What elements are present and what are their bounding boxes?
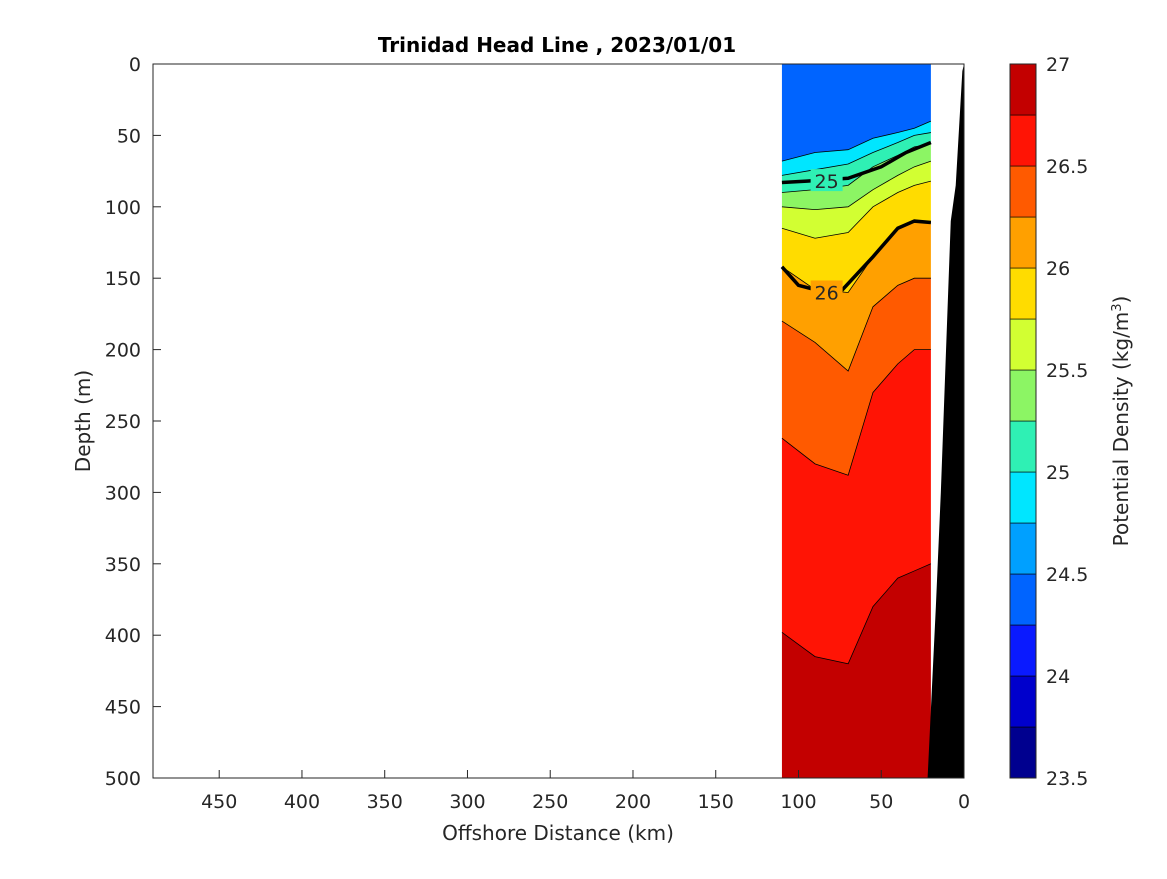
colorbar-swatch — [1009, 726, 1037, 779]
x-tick-label: 400 — [284, 791, 320, 813]
y-axis: 0 50 100 150 200 250 300 350 400 450 500 — [105, 54, 161, 790]
colorbar-swatch — [1009, 420, 1037, 473]
density-band — [781, 278, 931, 476]
colorbar-tick-label: 25.5 — [1046, 360, 1088, 382]
bathymetry-layer — [927, 64, 964, 778]
density-band — [781, 181, 931, 293]
contour-line — [781, 349, 931, 476]
contour-label-layer: 25 26 — [810, 169, 843, 304]
colorbar-swatch — [1009, 369, 1037, 422]
colorbar-tick-label: 23.5 — [1046, 768, 1088, 790]
y-tick-label: 250 — [105, 411, 141, 433]
x-tick-label: 300 — [449, 791, 485, 813]
x-tick-label: 450 — [201, 791, 237, 813]
x-tick-label: 350 — [367, 791, 403, 813]
x-tick-label: 200 — [615, 791, 651, 813]
y-tick-label: 50 — [117, 125, 141, 147]
density-band — [781, 161, 931, 239]
colorbar-tick-label: 26 — [1046, 258, 1070, 280]
colorbar-tick-label: 24.5 — [1046, 564, 1088, 586]
colorbar-tick-label: 27 — [1046, 54, 1070, 76]
colorbar-tick-label: 26.5 — [1046, 156, 1088, 178]
chart-title: Trinidad Head Line , 2023/01/01 — [378, 33, 736, 57]
x-axis: 450 400 350 300 250 200 150 100 50 0 — [201, 770, 970, 813]
colorbar-label: Potential Density (kg/m3) — [1109, 296, 1133, 547]
contour-line — [781, 160, 932, 211]
colorbar-swatch — [1009, 573, 1037, 626]
density-band — [781, 121, 931, 176]
colorbar-label-close: ) — [1109, 296, 1133, 304]
labeled-contour-line — [781, 140, 932, 185]
colorbar-swatch — [1009, 114, 1037, 167]
y-axis-label: Depth (m) — [71, 370, 95, 472]
x-tick-label: 250 — [532, 791, 568, 813]
x-tick-label: 50 — [869, 791, 893, 813]
contour-line — [781, 120, 932, 162]
colorbar-label-superscript: 3 — [1110, 303, 1125, 311]
x-axis-label: Offshore Distance (km) — [442, 821, 674, 845]
colorbar-tick-label: 24 — [1046, 666, 1070, 688]
y-tick-label: 100 — [105, 197, 141, 219]
colorbar-frame — [1009, 63, 1037, 779]
x-tick-label: 100 — [780, 791, 816, 813]
colorbar-label-main: Potential Density (kg/m — [1109, 312, 1133, 547]
x-tick-label: 0 — [958, 791, 970, 813]
x-tick-label: 150 — [698, 791, 734, 813]
colorbar-swatch — [1009, 216, 1037, 269]
colorbar-swatch — [1009, 675, 1037, 728]
colorbar-swatch — [1009, 318, 1037, 371]
colorbar-swatch — [1009, 522, 1037, 575]
density-band — [781, 64, 931, 162]
contour-label-background — [810, 169, 843, 192]
contour-fill-layer — [781, 64, 931, 778]
colorbar-swatch — [1009, 165, 1037, 218]
seafloor-shape — [927, 64, 964, 778]
contour-line — [781, 277, 931, 372]
contour-line — [781, 563, 932, 665]
y-tick-label: 400 — [105, 625, 141, 647]
density-band — [781, 563, 931, 778]
colorbar-swatch — [1009, 63, 1037, 116]
colorbar-swatch — [1009, 624, 1037, 677]
colorbar-tick-label: 25 — [1046, 462, 1070, 484]
contour-label: 26 — [815, 282, 839, 304]
contour-line — [781, 180, 931, 239]
colorbar-swatch — [1009, 267, 1037, 320]
y-tick-label: 450 — [105, 697, 141, 719]
contour-label-background — [810, 280, 843, 303]
y-tick-label: 350 — [105, 554, 141, 576]
colorbar: 27 26.5 26 25.5 25 24.5 24 23.5 — [1009, 54, 1088, 790]
y-tick-label: 500 — [105, 768, 141, 790]
density-band — [781, 221, 931, 372]
y-tick-label: 200 — [105, 340, 141, 362]
labeled-contour-line — [780, 219, 932, 295]
y-tick-label: 300 — [105, 482, 141, 504]
y-tick-label: 150 — [105, 268, 141, 290]
colorbar-swatch — [1009, 471, 1037, 524]
density-band — [781, 349, 931, 664]
contour-label: 25 — [815, 171, 839, 193]
y-tick-label: 0 — [129, 54, 141, 76]
